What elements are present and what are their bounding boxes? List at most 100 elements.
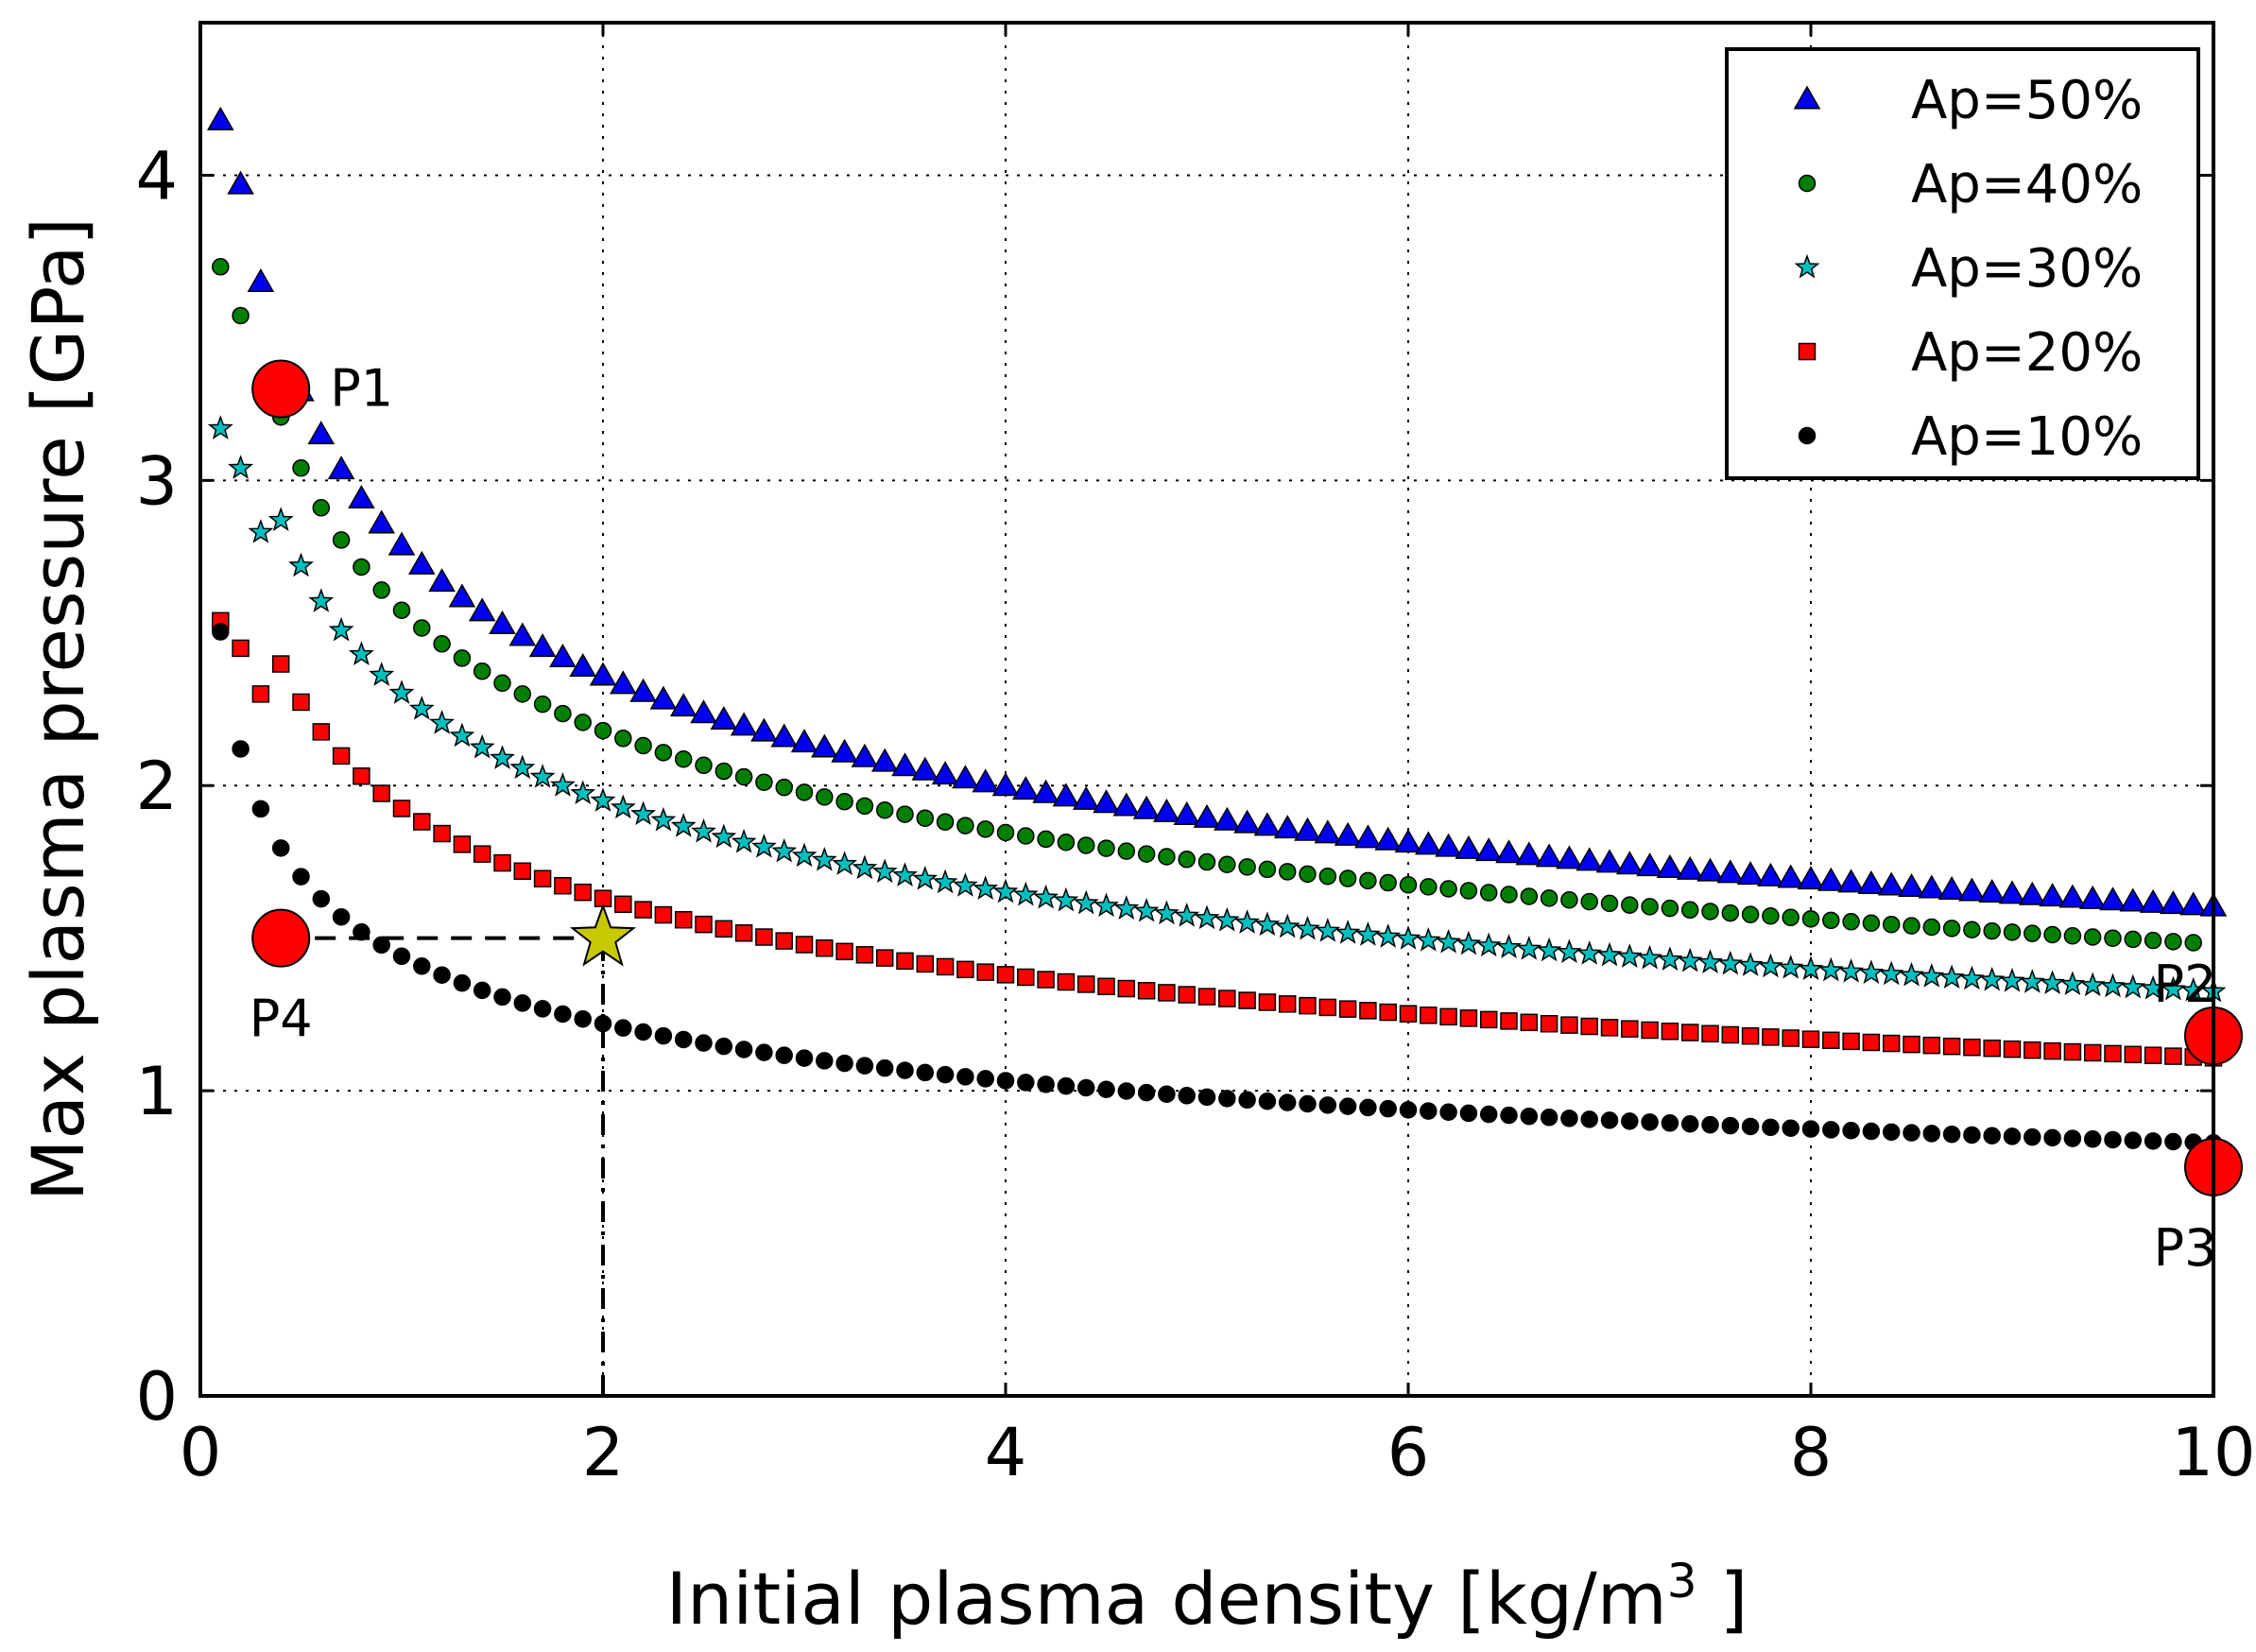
- data-point: [1762, 1028, 1780, 1046]
- data-point: [1395, 925, 1421, 950]
- x-tick-label: 0: [180, 1414, 222, 1491]
- data-point: [590, 787, 616, 812]
- data-point: [1903, 1035, 1920, 1054]
- data-point: [731, 828, 757, 853]
- data-point: [1017, 827, 1035, 845]
- data-point: [775, 778, 793, 797]
- point-annotations: P1 P2 P3 P4: [250, 358, 2243, 1278]
- y-tick-label: 1: [135, 1053, 178, 1130]
- data-point: [1762, 1118, 1780, 1137]
- legend-marker: [1798, 174, 1817, 193]
- data-point: [775, 1046, 793, 1064]
- data-point: [916, 809, 935, 827]
- data-point: [589, 662, 617, 686]
- data-point: [755, 1043, 773, 1061]
- legend-entry: Ap=10%: [1798, 406, 2143, 468]
- data-point: [1837, 869, 1865, 893]
- annotation-point-P1: [251, 359, 311, 419]
- data-point: [1500, 1106, 1518, 1125]
- x-tick-label: 6: [1387, 1414, 1430, 1491]
- data-point: [1721, 903, 1740, 922]
- data-point: [1500, 886, 1518, 903]
- data-point: [1963, 1126, 1981, 1144]
- data-point: [1420, 1102, 1438, 1120]
- data-point: [795, 783, 814, 801]
- legend-marker: [1793, 85, 1821, 110]
- legend-entry: Ap=20%: [1798, 322, 2143, 384]
- data-point: [695, 1034, 713, 1052]
- data-point: [1097, 1080, 1115, 1098]
- data-point: [1299, 1094, 1317, 1113]
- data-point: [1197, 1088, 1216, 1107]
- data-point: [1680, 1114, 1699, 1133]
- data-point: [991, 772, 1020, 797]
- data-point: [1037, 971, 1055, 989]
- data-point: [1782, 1119, 1800, 1137]
- data-point: [1842, 913, 1860, 931]
- data-point: [634, 901, 652, 919]
- data-point: [1474, 837, 1503, 862]
- data-point: [1314, 819, 1342, 844]
- data-point: [433, 824, 451, 843]
- data-point: [1822, 1031, 1840, 1050]
- data-point: [875, 801, 894, 819]
- data-point: [835, 1054, 853, 1073]
- data-point: [650, 806, 677, 832]
- legend-label: Ap=10%: [1911, 406, 2143, 468]
- data-point: [936, 813, 955, 831]
- data-point: [1354, 824, 1382, 849]
- data-point: [348, 641, 374, 665]
- data-point: [851, 743, 879, 767]
- data-point: [1178, 1087, 1196, 1105]
- data-point: [1379, 1003, 1397, 1022]
- data-point: [852, 854, 878, 880]
- y-tick-label: 0: [135, 1358, 178, 1436]
- data-point: [207, 106, 234, 130]
- data-point: [1515, 841, 1543, 866]
- data-point: [649, 685, 678, 710]
- data-point: [1817, 956, 1844, 982]
- data-point: [2124, 1045, 2143, 1064]
- data-point: [634, 736, 652, 755]
- data-point: [1012, 881, 1039, 906]
- data-point: [1842, 1032, 1860, 1051]
- data-point: [1218, 989, 1236, 1007]
- data-point: [1600, 1019, 1619, 1037]
- data-point: [1278, 995, 1297, 1013]
- data-point: [1097, 839, 1115, 857]
- data-point: [312, 499, 331, 517]
- data-point: [1218, 1090, 1236, 1108]
- data-point: [2019, 881, 2046, 905]
- data-point: [1942, 920, 1961, 938]
- data-point: [1073, 889, 1099, 915]
- annotation-point-P4: [251, 908, 311, 968]
- data-point: [1153, 798, 1180, 822]
- data-point: [513, 685, 532, 703]
- data-point: [493, 988, 511, 1007]
- data-point: [2040, 970, 2066, 994]
- data-point: [1898, 873, 1925, 898]
- data-point: [508, 622, 537, 646]
- data-point: [992, 878, 1019, 903]
- data-point: [528, 633, 557, 658]
- highlight-star-marker: [569, 903, 637, 967]
- data-point: [2164, 1132, 2182, 1151]
- y-axis-label: Max plasma pressure [GPa]: [16, 217, 100, 1201]
- data-point: [574, 883, 592, 902]
- data-point: [1540, 1109, 1559, 1127]
- data-point: [1721, 1025, 1740, 1044]
- data-point: [634, 1023, 652, 1041]
- data-point: [232, 740, 250, 758]
- data-point: [1238, 858, 1256, 876]
- data-point: [2184, 934, 2202, 952]
- data-point: [1294, 817, 1321, 841]
- data-point: [1857, 869, 1886, 894]
- data-point: [2180, 976, 2207, 1002]
- data-point: [413, 957, 431, 975]
- data-point: [1762, 906, 1780, 925]
- data-point: [232, 639, 250, 658]
- data-point: [1536, 937, 1562, 962]
- data-point: [332, 747, 351, 766]
- data-point: [996, 1072, 1015, 1090]
